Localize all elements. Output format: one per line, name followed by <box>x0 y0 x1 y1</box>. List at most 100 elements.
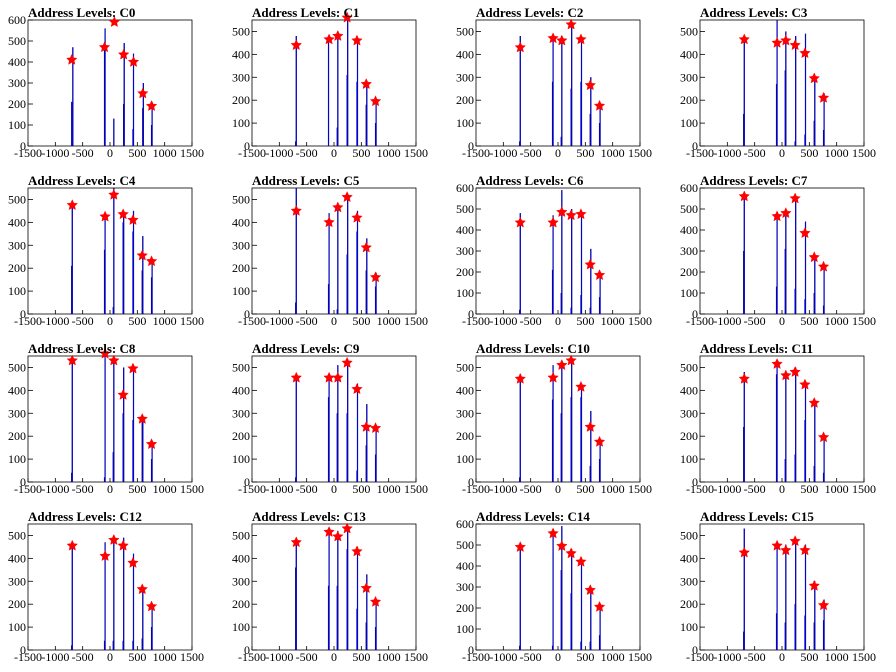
y-tick-label: 300 <box>232 574 250 588</box>
peak-marker-star <box>127 56 140 67</box>
x-tick-label: 0 <box>779 650 785 664</box>
peak-marker-star <box>136 413 148 424</box>
peak-marker-star <box>738 372 750 384</box>
x-tick-label: -1000 <box>41 314 69 328</box>
peak-marker-star <box>575 208 587 220</box>
y-tick-label: 500 <box>456 202 474 216</box>
peak-marker-star <box>137 87 149 99</box>
peak-marker-star <box>547 216 559 228</box>
x-tick-label: 1000 <box>601 482 625 496</box>
panel-title: Address Levels: C2 <box>476 5 584 20</box>
y-tick-label: 0 <box>244 475 250 489</box>
x-tick-label: 1500 <box>628 650 652 664</box>
x-tick-label: -1500 <box>14 146 42 160</box>
peak-marker-star <box>780 544 792 556</box>
y-tick-label: 500 <box>8 360 26 374</box>
x-tick-label: 1000 <box>153 314 177 328</box>
x-tick-label: 1500 <box>180 482 204 496</box>
peak-marker-star <box>108 16 121 27</box>
peak-marker-star <box>556 34 568 46</box>
peak-marker-star <box>556 359 568 371</box>
histogram-plot: -1500 -1000 -500 0 500 1000 1500 0 100 200 300 400 5… <box>8 347 204 496</box>
x-tick-label: 500 <box>352 146 370 160</box>
x-tick-label: 1500 <box>404 482 428 496</box>
panel-title: Address Levels: C13 <box>252 509 366 524</box>
peak-marker-star <box>351 211 363 223</box>
panel-title: Address Levels: C1 <box>252 5 360 20</box>
y-tick-label: 600 <box>680 181 698 195</box>
x-tick-label: -500 <box>72 482 94 496</box>
peak-marker-star <box>808 72 820 84</box>
x-tick-label: 0 <box>555 314 561 328</box>
y-tick-label: 0 <box>244 307 250 321</box>
y-tick-label: 500 <box>680 202 698 216</box>
y-tick-label: 400 <box>456 47 474 61</box>
panel-title: Address Levels: C15 <box>700 509 814 524</box>
x-tick-label: -500 <box>72 314 94 328</box>
x-tick-label: 1000 <box>153 650 177 664</box>
y-tick-label: 400 <box>8 55 26 69</box>
peak-marker-star <box>738 33 750 45</box>
peak-marker-star <box>351 34 363 46</box>
histogram-plot: -1500 -1000 -500 0 500 1000 1500 0 100 200 300 400 5… <box>456 517 652 664</box>
peak-marker-star <box>360 78 372 89</box>
peak-marker-star <box>514 41 526 53</box>
panel-title: Address Levels: C6 <box>476 173 584 188</box>
y-tick-label: 300 <box>456 406 474 420</box>
peak-marker-star <box>780 369 792 381</box>
x-tick-label: -500 <box>744 482 766 496</box>
peak-marker-star <box>565 209 577 221</box>
peak-marker-star <box>341 11 353 23</box>
y-tick-label: 300 <box>680 70 698 84</box>
peak-marker-star <box>341 522 353 534</box>
histogram-plot: -1500 -1000 -500 0 500 1000 1500 0 100 200 300 400 5… <box>232 11 428 160</box>
peak-marker-star <box>99 550 111 561</box>
x-tick-label: 0 <box>107 650 113 664</box>
x-tick-label: 1000 <box>825 314 849 328</box>
x-tick-label: -1000 <box>41 146 69 160</box>
peak-marker-star <box>789 366 801 377</box>
y-tick-label: 200 <box>680 265 698 279</box>
plot-frame <box>475 523 641 651</box>
y-tick-label: 400 <box>232 383 250 397</box>
y-tick-label: 400 <box>232 551 250 565</box>
histogram-plot: -1500 -1000 -500 0 500 1000 1500 0 100 200 300 400 5… <box>680 19 876 160</box>
x-tick-label: -1500 <box>462 146 490 160</box>
peak-marker-star <box>565 354 577 366</box>
panel-title: Address Levels: C7 <box>700 173 808 188</box>
x-tick-label: -1500 <box>14 314 42 328</box>
peak-marker-star <box>290 536 302 548</box>
peak-marker-star <box>808 579 820 591</box>
x-tick-label: 0 <box>107 482 113 496</box>
peak-marker-star <box>332 530 344 542</box>
y-tick-label: 300 <box>456 244 474 258</box>
plot-frame <box>475 355 641 483</box>
x-tick-label: 0 <box>779 146 785 160</box>
histogram-plot: -1500 -1000 -500 0 500 1000 1500 0 100 200 300 400 5… <box>232 522 428 664</box>
peak-marker-star <box>323 33 335 45</box>
peak-marker-star <box>341 191 353 203</box>
peak-marker-star <box>117 388 129 400</box>
peak-marker-star <box>145 100 158 111</box>
peak-marker-star <box>108 354 120 366</box>
y-tick-label: 0 <box>468 475 474 489</box>
x-tick-label: 1000 <box>601 314 625 328</box>
x-tick-label: -500 <box>520 314 542 328</box>
plot-frame <box>251 523 417 651</box>
peak-marker-star <box>108 188 120 200</box>
y-tick-label: 500 <box>456 360 474 374</box>
x-tick-label: 1500 <box>404 146 428 160</box>
histogram-plot: -1500 -1000 -500 0 500 1000 1500 0 100 200 300 400 5… <box>456 354 652 496</box>
y-tick-label: 400 <box>680 383 698 397</box>
y-tick-label: 300 <box>680 244 698 258</box>
y-tick-label: 0 <box>20 139 26 153</box>
histogram-panel-c10: -1500 -1000 -500 0 500 1000 1500 0 100 200 300 400 5… <box>448 336 672 504</box>
x-tick-label: 0 <box>555 650 561 664</box>
y-tick-label: 400 <box>680 551 698 565</box>
x-tick-label: 0 <box>555 482 561 496</box>
peak-marker-star <box>799 227 811 238</box>
y-tick-label: 100 <box>680 116 698 130</box>
y-tick-label: 600 <box>456 517 474 531</box>
x-tick-label: 0 <box>779 482 785 496</box>
x-tick-label: 1000 <box>153 482 177 496</box>
